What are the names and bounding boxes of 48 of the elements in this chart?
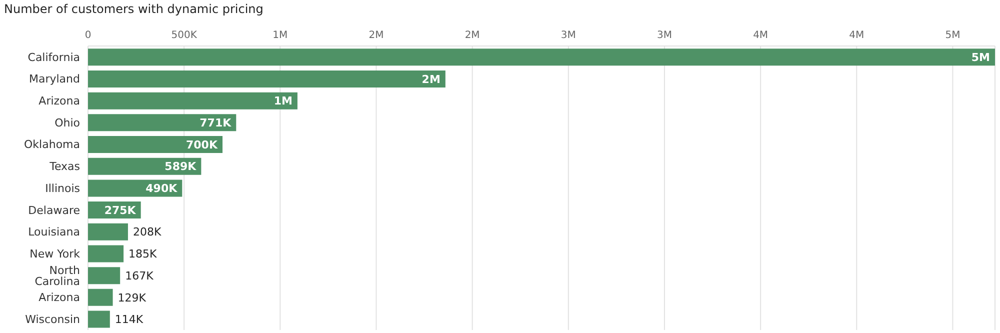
y-tick-label: Texas bbox=[48, 160, 80, 174]
bar bbox=[88, 310, 110, 328]
bar bbox=[88, 114, 236, 132]
y-tick-label: Louisiana bbox=[28, 226, 80, 239]
data-label: 771K bbox=[200, 116, 232, 130]
data-label: 5M bbox=[971, 50, 990, 64]
data-label: 589K bbox=[164, 160, 197, 174]
y-tick-label: Arizona bbox=[38, 291, 80, 304]
bar bbox=[88, 245, 124, 262]
x-tick-label: 500K bbox=[171, 30, 198, 41]
y-tick-label: Wisconsin bbox=[25, 312, 80, 326]
x-tick-label: 5M bbox=[945, 30, 960, 41]
bar bbox=[88, 267, 120, 284]
data-label: 167K bbox=[125, 269, 154, 282]
y-tick-label: Ohio bbox=[54, 116, 80, 130]
data-label: 129K bbox=[118, 291, 147, 304]
data-label: 700K bbox=[186, 138, 218, 152]
y-tick-label: Oklahoma bbox=[24, 138, 80, 152]
bar bbox=[88, 288, 113, 306]
bar bbox=[88, 136, 223, 154]
chart-title: Number of customers with dynamic pricing bbox=[4, 2, 264, 16]
data-label: 1M bbox=[274, 94, 292, 108]
data-label: 490K bbox=[146, 182, 178, 196]
bar bbox=[88, 223, 128, 240]
data-label: 2M bbox=[422, 72, 440, 86]
x-tick-label: 2M bbox=[464, 30, 480, 41]
y-tick-label: Arizona bbox=[38, 94, 80, 108]
y-tick-label: North Carolina bbox=[34, 264, 80, 288]
y-tick-label: New York bbox=[30, 247, 81, 260]
x-tick-label: 3M bbox=[656, 30, 672, 41]
x-tick-label: 1M bbox=[272, 30, 288, 41]
y-tick-label: Delaware bbox=[28, 204, 80, 217]
x-tick-label: 0 bbox=[84, 30, 92, 41]
y-tick-label: Illinois bbox=[45, 182, 80, 195]
data-label: 114K bbox=[114, 313, 144, 326]
x-tick-label: 4M bbox=[849, 30, 864, 41]
data-label: 208K bbox=[132, 226, 162, 239]
x-tick-label: 3M bbox=[560, 30, 576, 41]
bar bbox=[88, 48, 995, 66]
y-tick-label: Maryland bbox=[28, 72, 80, 86]
x-tick-label: 4M bbox=[753, 30, 768, 41]
bar bbox=[88, 70, 446, 88]
bar bbox=[88, 92, 298, 110]
y-tick-label: California bbox=[28, 50, 80, 64]
data-label: 275K bbox=[104, 204, 136, 217]
x-tick-label: 2M bbox=[368, 30, 384, 41]
bar bbox=[88, 158, 202, 175]
data-label: 185K bbox=[128, 248, 158, 261]
